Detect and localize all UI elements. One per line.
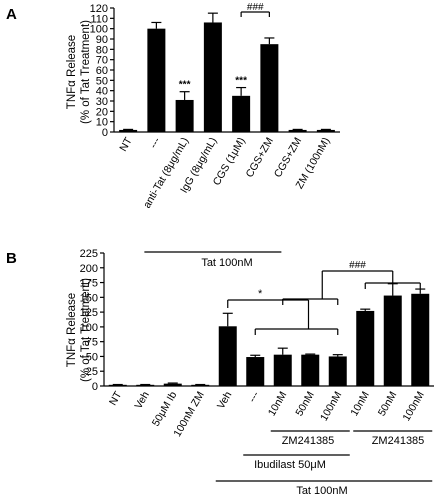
x-tick-label: Veh	[215, 389, 235, 411]
x-tick-label: 10nM	[266, 390, 290, 419]
panel-b-group-label-zm2: ZM241385	[372, 435, 425, 447]
y-tick-label: 90	[96, 34, 108, 46]
bar	[301, 354, 320, 386]
x-tick-label: Veh	[132, 389, 152, 411]
bar	[203, 22, 222, 132]
y-tick-label: 120	[90, 3, 108, 15]
bar	[232, 95, 251, 132]
panel-a-ylabel-line1: TNFα Release	[66, 35, 78, 109]
comparison-marker: ###	[247, 2, 264, 13]
bar	[175, 99, 194, 132]
panel-b-group-label-tat: Tat 100nM	[296, 485, 347, 497]
y-tick-label: 0	[92, 381, 98, 393]
x-tick-label: 10nM	[348, 390, 372, 419]
bar	[136, 384, 155, 386]
x-tick-label: ---	[147, 135, 163, 151]
significance-marker: ***	[179, 80, 191, 91]
comparison-marker: ###	[349, 260, 366, 271]
y-tick-label: 80	[96, 44, 108, 56]
bar	[218, 326, 237, 386]
bar	[316, 129, 335, 132]
y-tick-label: 100	[80, 322, 98, 334]
y-tick-label: 70	[96, 55, 108, 67]
y-tick-label: 225	[80, 248, 98, 260]
significance-marker: ***	[235, 76, 247, 87]
y-tick-label: 110	[90, 13, 108, 25]
y-tick-label: 20	[96, 106, 108, 118]
panel-b-group-label-ibudilast: Ibudilast 50μM	[254, 459, 326, 471]
x-tick-label: 100nM	[400, 390, 426, 424]
bar	[356, 310, 375, 386]
panel-b-ylabel-line2: (% of Tat Treatment)	[80, 278, 92, 382]
bar	[383, 295, 402, 386]
bar	[328, 356, 347, 386]
y-tick-label: 50	[96, 75, 108, 87]
panel-a-group-label: Tat 100nM	[201, 257, 252, 269]
bar	[147, 28, 166, 133]
x-tick-label: 100nM	[318, 390, 344, 424]
x-tick-label: anti-Tat (8μg/mL)	[141, 136, 191, 211]
x-tick-label: 50μM Ib	[150, 389, 180, 428]
y-tick-label: 150	[80, 292, 98, 304]
bar	[260, 44, 279, 132]
x-tick-label: NT	[107, 389, 125, 408]
panel-b-group-label-zm1: ZM241385	[282, 435, 335, 447]
panel-b-ylabel-line1: TNFα Release	[66, 293, 78, 367]
bar	[119, 129, 138, 132]
y-tick-label: 50	[86, 351, 98, 363]
bar	[246, 357, 265, 386]
y-tick-label: 60	[96, 65, 108, 77]
bar	[191, 384, 210, 386]
bar	[108, 384, 127, 386]
panel-a-label: A	[6, 6, 17, 23]
y-tick-label: 100	[90, 24, 108, 36]
comparison-marker: *	[258, 288, 263, 300]
bar	[411, 293, 430, 386]
panel-b-label: B	[6, 250, 17, 267]
y-tick-label: 0	[102, 127, 108, 139]
bar	[273, 354, 292, 386]
bar	[288, 129, 307, 132]
x-tick-label: NT	[117, 135, 135, 154]
y-tick-label: 125	[80, 307, 98, 319]
x-tick-label: 50nM	[293, 390, 317, 419]
bar	[163, 383, 182, 386]
y-tick-label: 30	[96, 96, 108, 108]
y-tick-label: 10	[96, 117, 108, 129]
x-tick-label: ---	[246, 389, 262, 405]
x-tick-label: 50nM	[376, 390, 400, 419]
y-tick-label: 40	[96, 86, 108, 98]
y-tick-label: 200	[80, 263, 98, 275]
y-tick-label: 25	[86, 366, 98, 378]
y-tick-label: 175	[80, 278, 98, 290]
y-tick-label: 75	[86, 337, 98, 349]
panel-a-ylabel-line2: (% of Tat Treatment)	[80, 20, 92, 124]
